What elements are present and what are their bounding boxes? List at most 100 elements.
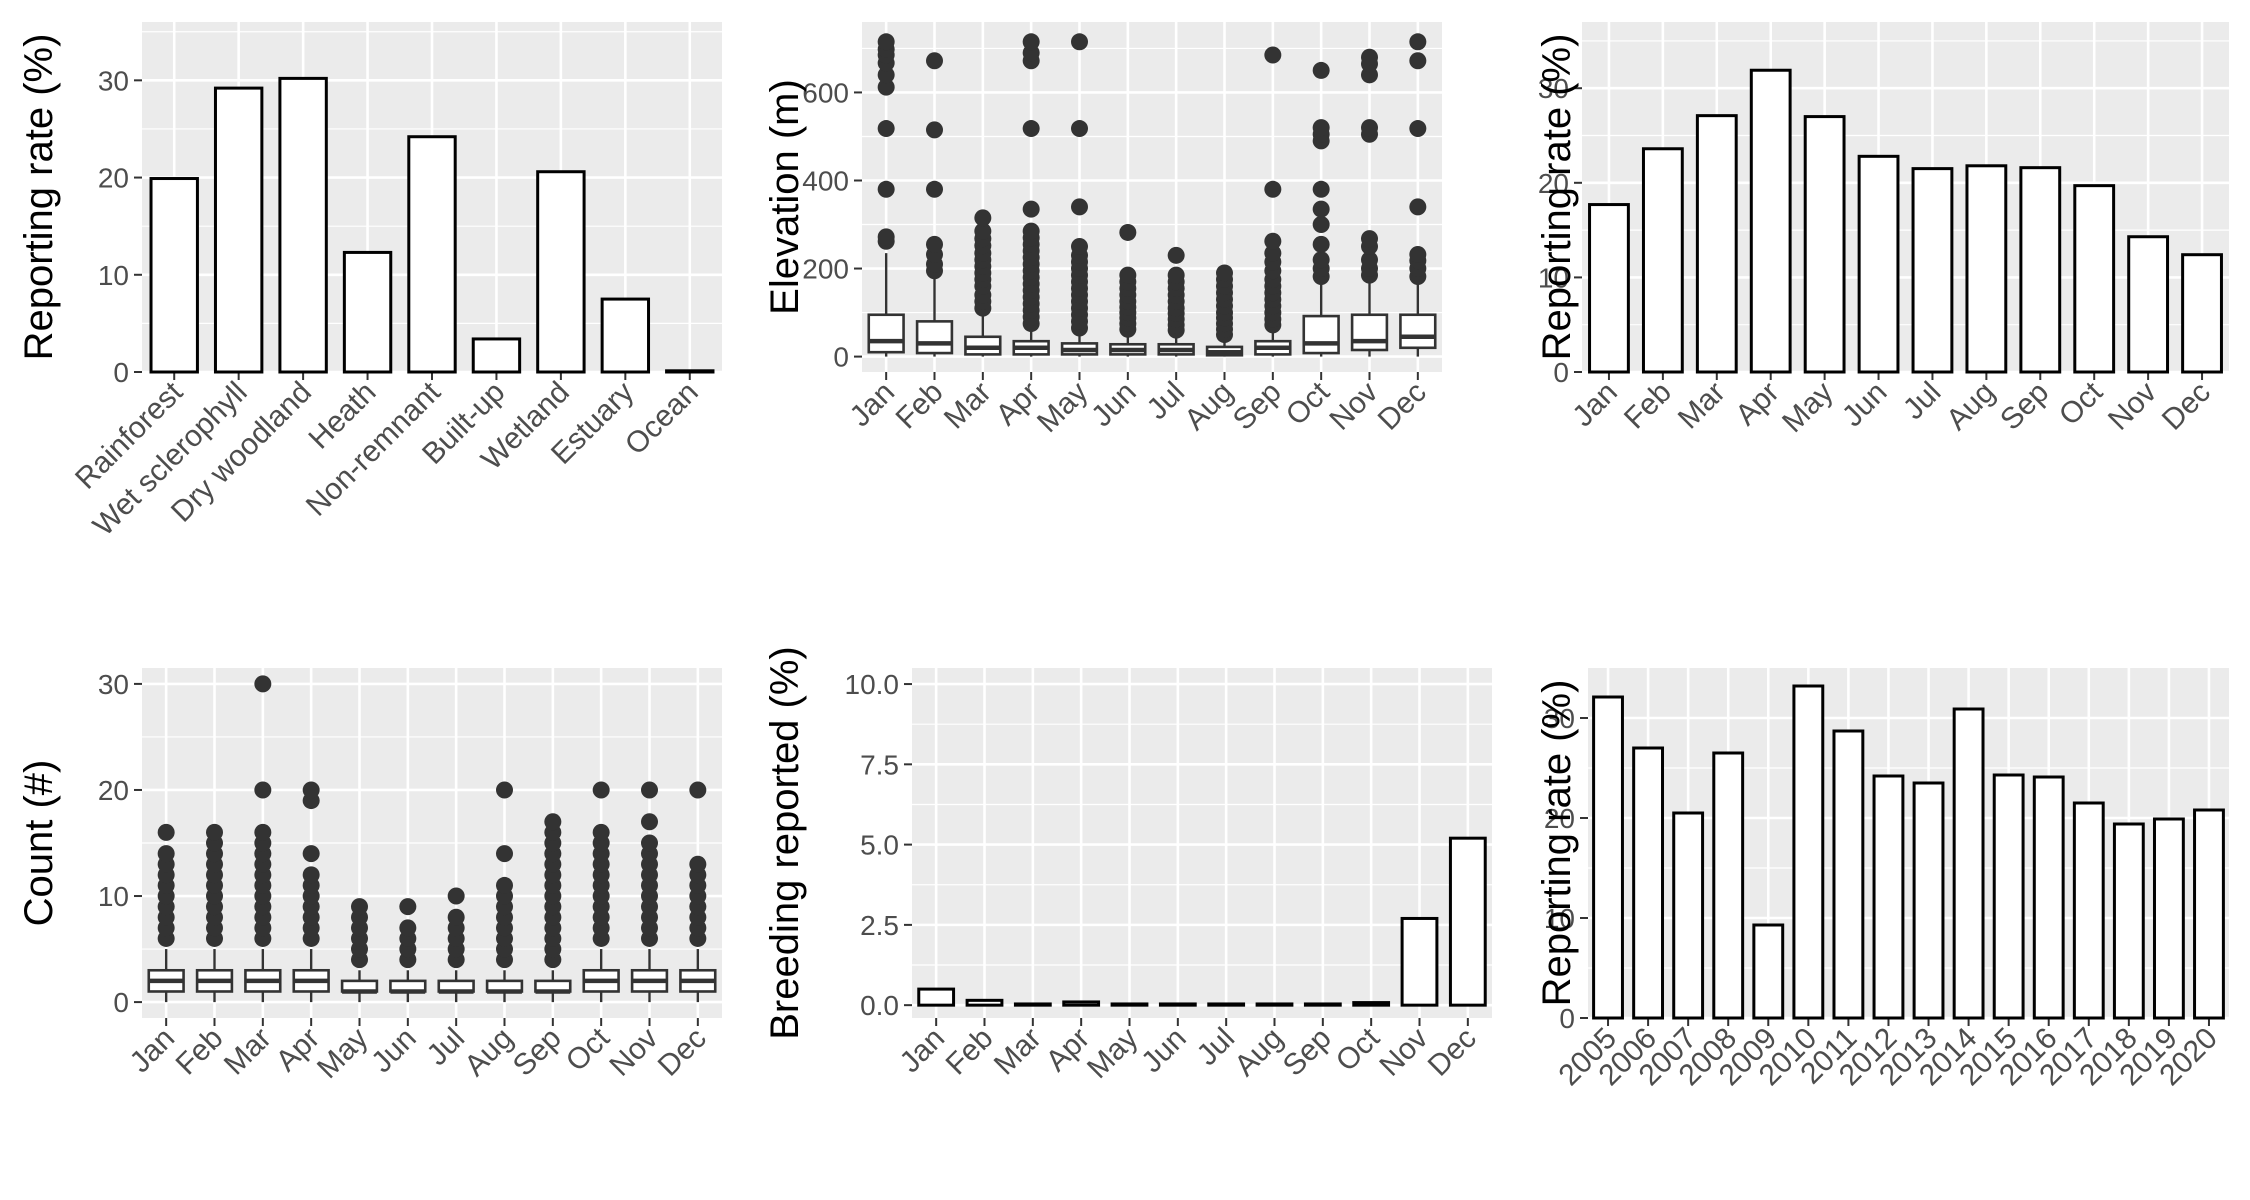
y-axis-label: Reporting rate (%) — [1535, 34, 1579, 361]
outlier-point — [877, 66, 895, 84]
outlier-point — [1409, 52, 1427, 70]
box-jan — [867, 33, 905, 357]
bar-2009 — [1752, 923, 1785, 1020]
bar-dec — [1448, 836, 1487, 1007]
box-iqr — [867, 313, 905, 354]
outlier-point — [1071, 198, 1088, 216]
x-tick-label-jan: Jan — [844, 376, 902, 434]
bar-sep — [2019, 166, 2062, 374]
outlier-point — [1409, 120, 1427, 138]
box-iqr — [1399, 313, 1437, 350]
x-tick-label-apr: Apr — [1729, 376, 1785, 432]
outlier-point — [157, 823, 175, 841]
y-tick-label: 7.5 — [860, 749, 899, 780]
x-tick-label-feb: Feb — [170, 1022, 230, 1082]
outlier-point — [1167, 246, 1185, 264]
bar-wet-sclerophyll — [213, 86, 264, 374]
x-tick-label-nov: Nov — [2102, 376, 2163, 437]
box-jul — [1157, 246, 1195, 357]
outlier-point — [254, 675, 272, 693]
outlier-point — [1312, 119, 1330, 137]
bar-mar — [1695, 114, 1738, 374]
y-axis-label: Reporting rate (%) — [1535, 680, 1579, 1007]
bar-2005 — [1592, 695, 1624, 1020]
outlier-point — [926, 121, 943, 139]
chart-monthly-count: 0102030JanFebMarAprMayJunJulAugSepOctNov… — [17, 668, 722, 1085]
y-tick-label: 400 — [802, 165, 849, 196]
outlier-point — [1216, 264, 1233, 282]
y-tick-label: 200 — [802, 254, 849, 285]
outlier-point — [1071, 33, 1088, 51]
x-tick-label-oct: Oct — [560, 1021, 617, 1078]
bar-jun — [1158, 1002, 1197, 1007]
bar-wetland — [536, 170, 586, 374]
bar-jun — [1857, 154, 1900, 374]
x-tick-label-jun: Jun — [1135, 1022, 1193, 1080]
x-tick-label-nov: Nov — [1373, 1022, 1434, 1083]
bar-jul — [1207, 1002, 1246, 1007]
chart-monthly-breeding: 0.02.55.07.510.0JanFebMarAprMayJunJulAug… — [763, 646, 1492, 1085]
x-tick-label-jan: Jan — [124, 1022, 182, 1080]
outlier-point — [544, 813, 562, 831]
y-tick-label: 5.0 — [860, 830, 899, 861]
box-iqr — [1350, 313, 1389, 352]
y-tick-label: 20 — [98, 163, 129, 194]
y-tick-label: 0 — [833, 342, 849, 373]
outlier-point — [1312, 251, 1330, 269]
outlier-point — [1119, 266, 1137, 284]
x-tick-label-oct: Oct — [1280, 375, 1337, 432]
y-axis-label: Elevation (m) — [763, 79, 807, 315]
bar-non-remnant — [407, 135, 457, 374]
box-iqr — [915, 320, 954, 355]
outlier-point — [496, 876, 513, 894]
outlier-point — [877, 120, 895, 138]
box-jul — [437, 887, 475, 1003]
bar-aug — [1255, 1002, 1294, 1007]
box-aug — [485, 781, 524, 1003]
x-tick-label-sep: Sep — [1227, 376, 1288, 437]
box-may — [1060, 33, 1099, 357]
outlier-point — [592, 781, 610, 799]
y-axis-label: Reporting rate (%) — [17, 34, 61, 361]
outlier-point — [641, 781, 658, 799]
x-tick-label-sep: Sep — [507, 1022, 568, 1083]
outlier-point — [1071, 238, 1088, 256]
outlier-point — [447, 887, 465, 905]
bar-2016 — [2032, 775, 2065, 1020]
y-axis-label: Count (#) — [17, 760, 61, 927]
x-tick-label-jun: Jun — [1836, 376, 1894, 434]
x-tick-label-nov: Nov — [603, 1022, 664, 1083]
box-nov — [1350, 48, 1389, 357]
outlier-point — [1264, 232, 1282, 250]
box-oct — [582, 781, 620, 1003]
outlier-point — [1071, 120, 1088, 138]
plot-background — [1582, 22, 2229, 372]
outlier-point — [302, 866, 320, 884]
x-tick-label-mar: Mar — [218, 1022, 278, 1082]
outlier-point — [1409, 198, 1427, 216]
bar-oct — [2073, 184, 2116, 374]
outlier-point — [877, 228, 895, 246]
x-tick-label-oct: Oct — [2053, 375, 2110, 432]
bar-dec — [2181, 253, 2223, 374]
box-jun — [1109, 223, 1147, 357]
outlier-point — [1022, 33, 1040, 51]
y-tick-label: 600 — [802, 77, 849, 108]
box-aug — [1205, 264, 1244, 357]
x-tick-label-aug: Aug — [1178, 376, 1239, 437]
bar-jan — [917, 987, 956, 1007]
y-tick-label: 20 — [1538, 168, 1569, 199]
x-tick-label-mar: Mar — [1672, 376, 1732, 436]
y-tick-label: 30 — [1538, 73, 1569, 104]
bar-may — [1803, 115, 1846, 374]
x-tick-label-jun: Jun — [365, 1022, 423, 1080]
outlier-point — [496, 781, 513, 799]
outlier-point — [1312, 235, 1330, 253]
bar-rainforest — [149, 177, 199, 374]
x-tick-label-dec: Dec — [2156, 376, 2217, 437]
outlier-point — [1361, 48, 1378, 66]
bar-built-up — [471, 337, 522, 374]
outlier-point — [1022, 120, 1040, 138]
outlier-point — [399, 919, 417, 937]
